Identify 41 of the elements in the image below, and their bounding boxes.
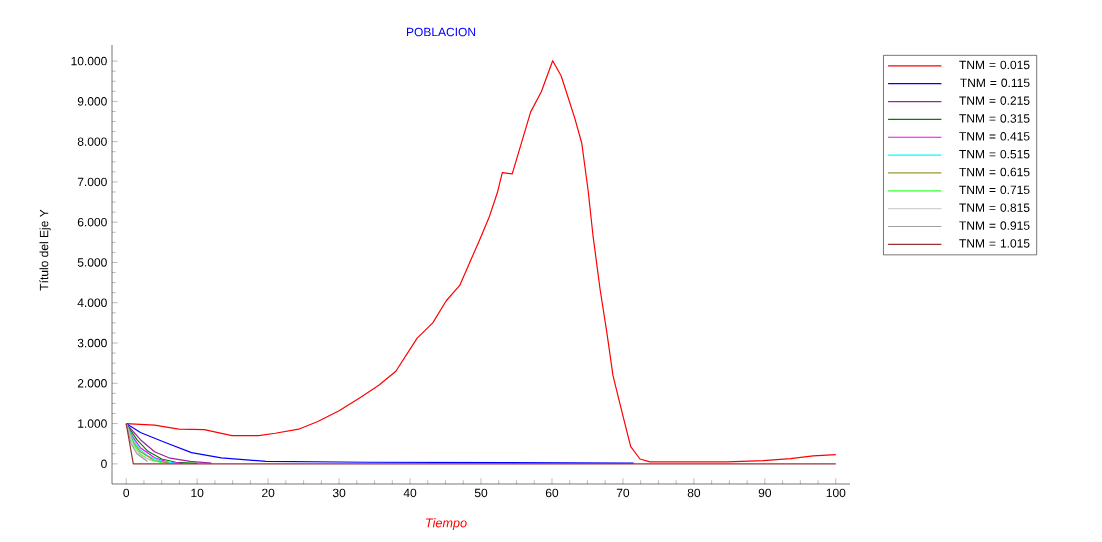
y-tick-label: 2.000 xyxy=(77,379,107,388)
y-tick-label: 3.000 xyxy=(77,338,107,348)
y-tick-label: 9.000 xyxy=(77,97,107,106)
legend-label: TNM = 1.015 xyxy=(959,239,1030,248)
legend-label: TNM = 0.615 xyxy=(959,167,1030,177)
y-tick-label: 6.000 xyxy=(77,217,107,227)
line-series xyxy=(125,422,149,463)
x-tick-label: 70 xyxy=(616,488,630,498)
x-tick-label: 30 xyxy=(332,488,346,498)
legend-label: TNM = 0.815 xyxy=(959,203,1030,212)
line-series xyxy=(125,422,163,464)
x-tick-label: 90 xyxy=(758,488,772,498)
legend-label: TNM = 0.015 xyxy=(959,60,1030,70)
legend-label: TNM = 0.115 xyxy=(960,78,1030,88)
y-tick-label: 8.000 xyxy=(77,137,107,146)
legend-label: TNM = 0.715 xyxy=(959,185,1030,195)
legend-label: TNM = 0.215 xyxy=(959,96,1030,105)
x-tick-label: 40 xyxy=(403,488,417,498)
line-series xyxy=(125,422,212,464)
line-series xyxy=(125,60,837,463)
x-tick-label: 50 xyxy=(474,488,488,498)
line-series xyxy=(125,422,635,464)
y-tick-label: 10.000 xyxy=(71,56,107,66)
y-tick-label: 1.000 xyxy=(78,419,107,428)
legend-label: TNM = 0.515 xyxy=(959,149,1030,159)
x-tick-label: 20 xyxy=(262,488,275,498)
chart-title: POBLACION xyxy=(406,27,476,37)
x-tick-label: 60 xyxy=(545,488,559,498)
x-tick-label: 0 xyxy=(123,488,130,498)
y-tick-label: 7.000 xyxy=(77,177,107,187)
y-tick-label: 5.000 xyxy=(77,258,107,267)
x-tick-label: 10 xyxy=(191,488,204,498)
y-tick-label: 4.000 xyxy=(77,298,107,308)
y-axis-title: Título del Eje Y xyxy=(39,209,51,291)
x-axis-title: Tiempo xyxy=(426,518,467,530)
legend-label: TNM = 0.415 xyxy=(959,132,1030,141)
legend-label: TNM = 0.915 xyxy=(959,221,1030,230)
x-tick-label: 100 xyxy=(826,488,846,498)
legend-label: TNM = 0.315 xyxy=(959,114,1030,123)
x-tick-label: 80 xyxy=(687,488,701,498)
y-tick-label: 0 xyxy=(101,459,107,469)
